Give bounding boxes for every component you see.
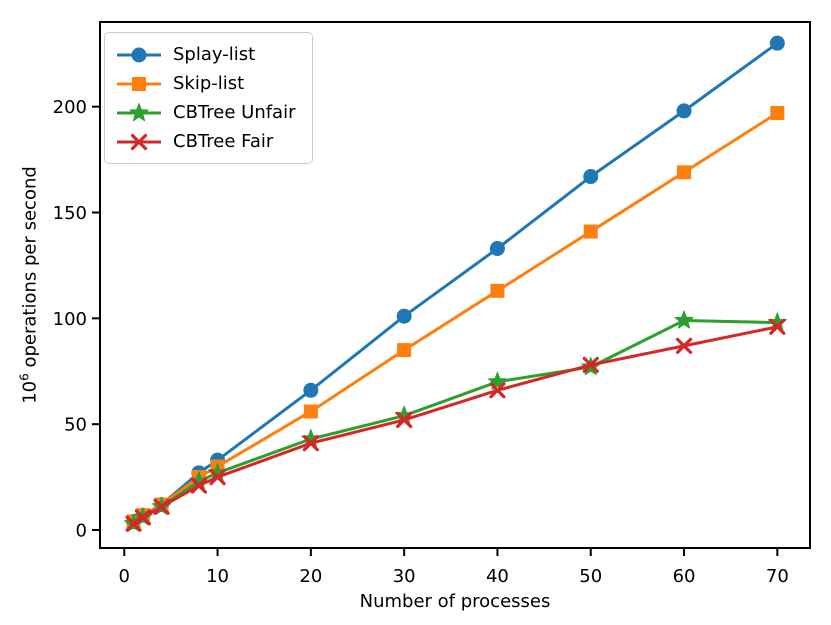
y-axis-label-base: 10: [19, 380, 41, 404]
legend-item-cbtree-unfair: CBTree Unfair: [115, 100, 296, 125]
y-tick-label: 100: [53, 309, 87, 330]
y-axis-label-exponent: 6: [17, 373, 32, 381]
legend-item-splay-list: Splay-list: [115, 42, 296, 67]
y-axis-label: 106 operations per second: [17, 166, 41, 404]
y-tick-label: 200: [53, 97, 87, 118]
x-tick-label: 0: [119, 566, 130, 587]
x-tick-label: 20: [299, 566, 322, 587]
series-line: [132, 325, 779, 526]
x-tick-label: 50: [579, 566, 602, 587]
x-tick-label: 30: [393, 566, 416, 587]
x-tick-label: 40: [486, 566, 509, 587]
legend-label: Skip-list: [173, 72, 245, 94]
legend-label: CBTree Fair: [173, 130, 274, 152]
skip-list-line-square-marker-icon: [117, 76, 161, 91]
legend-item-skip-list: Skip-list: [115, 71, 296, 96]
x-tick-label: 60: [673, 566, 696, 587]
x-axis-label: Number of processes: [360, 591, 551, 612]
x-tick-label: 70: [766, 566, 789, 587]
legend: Splay-list Skip-list CBTree Unfair CBTre…: [104, 32, 313, 164]
splay-list-line-circle-marker-icon: [117, 47, 161, 62]
y-tick-label: 150: [53, 203, 87, 224]
y-tick-label: 0: [76, 521, 87, 542]
legend-label: CBTree Unfair: [173, 101, 296, 123]
legend-label: Splay-list: [173, 43, 256, 65]
y-tick-label: 50: [64, 415, 87, 436]
legend-item-cbtree-fair: CBTree Fair: [115, 129, 296, 154]
cbtree-fair-line-x-marker-icon: [117, 133, 161, 150]
x-tick-label: 10: [206, 566, 229, 587]
y-axis-label-rest: operations per second: [19, 166, 41, 374]
cbtree-unfair-line-star-marker-icon: [117, 102, 161, 121]
